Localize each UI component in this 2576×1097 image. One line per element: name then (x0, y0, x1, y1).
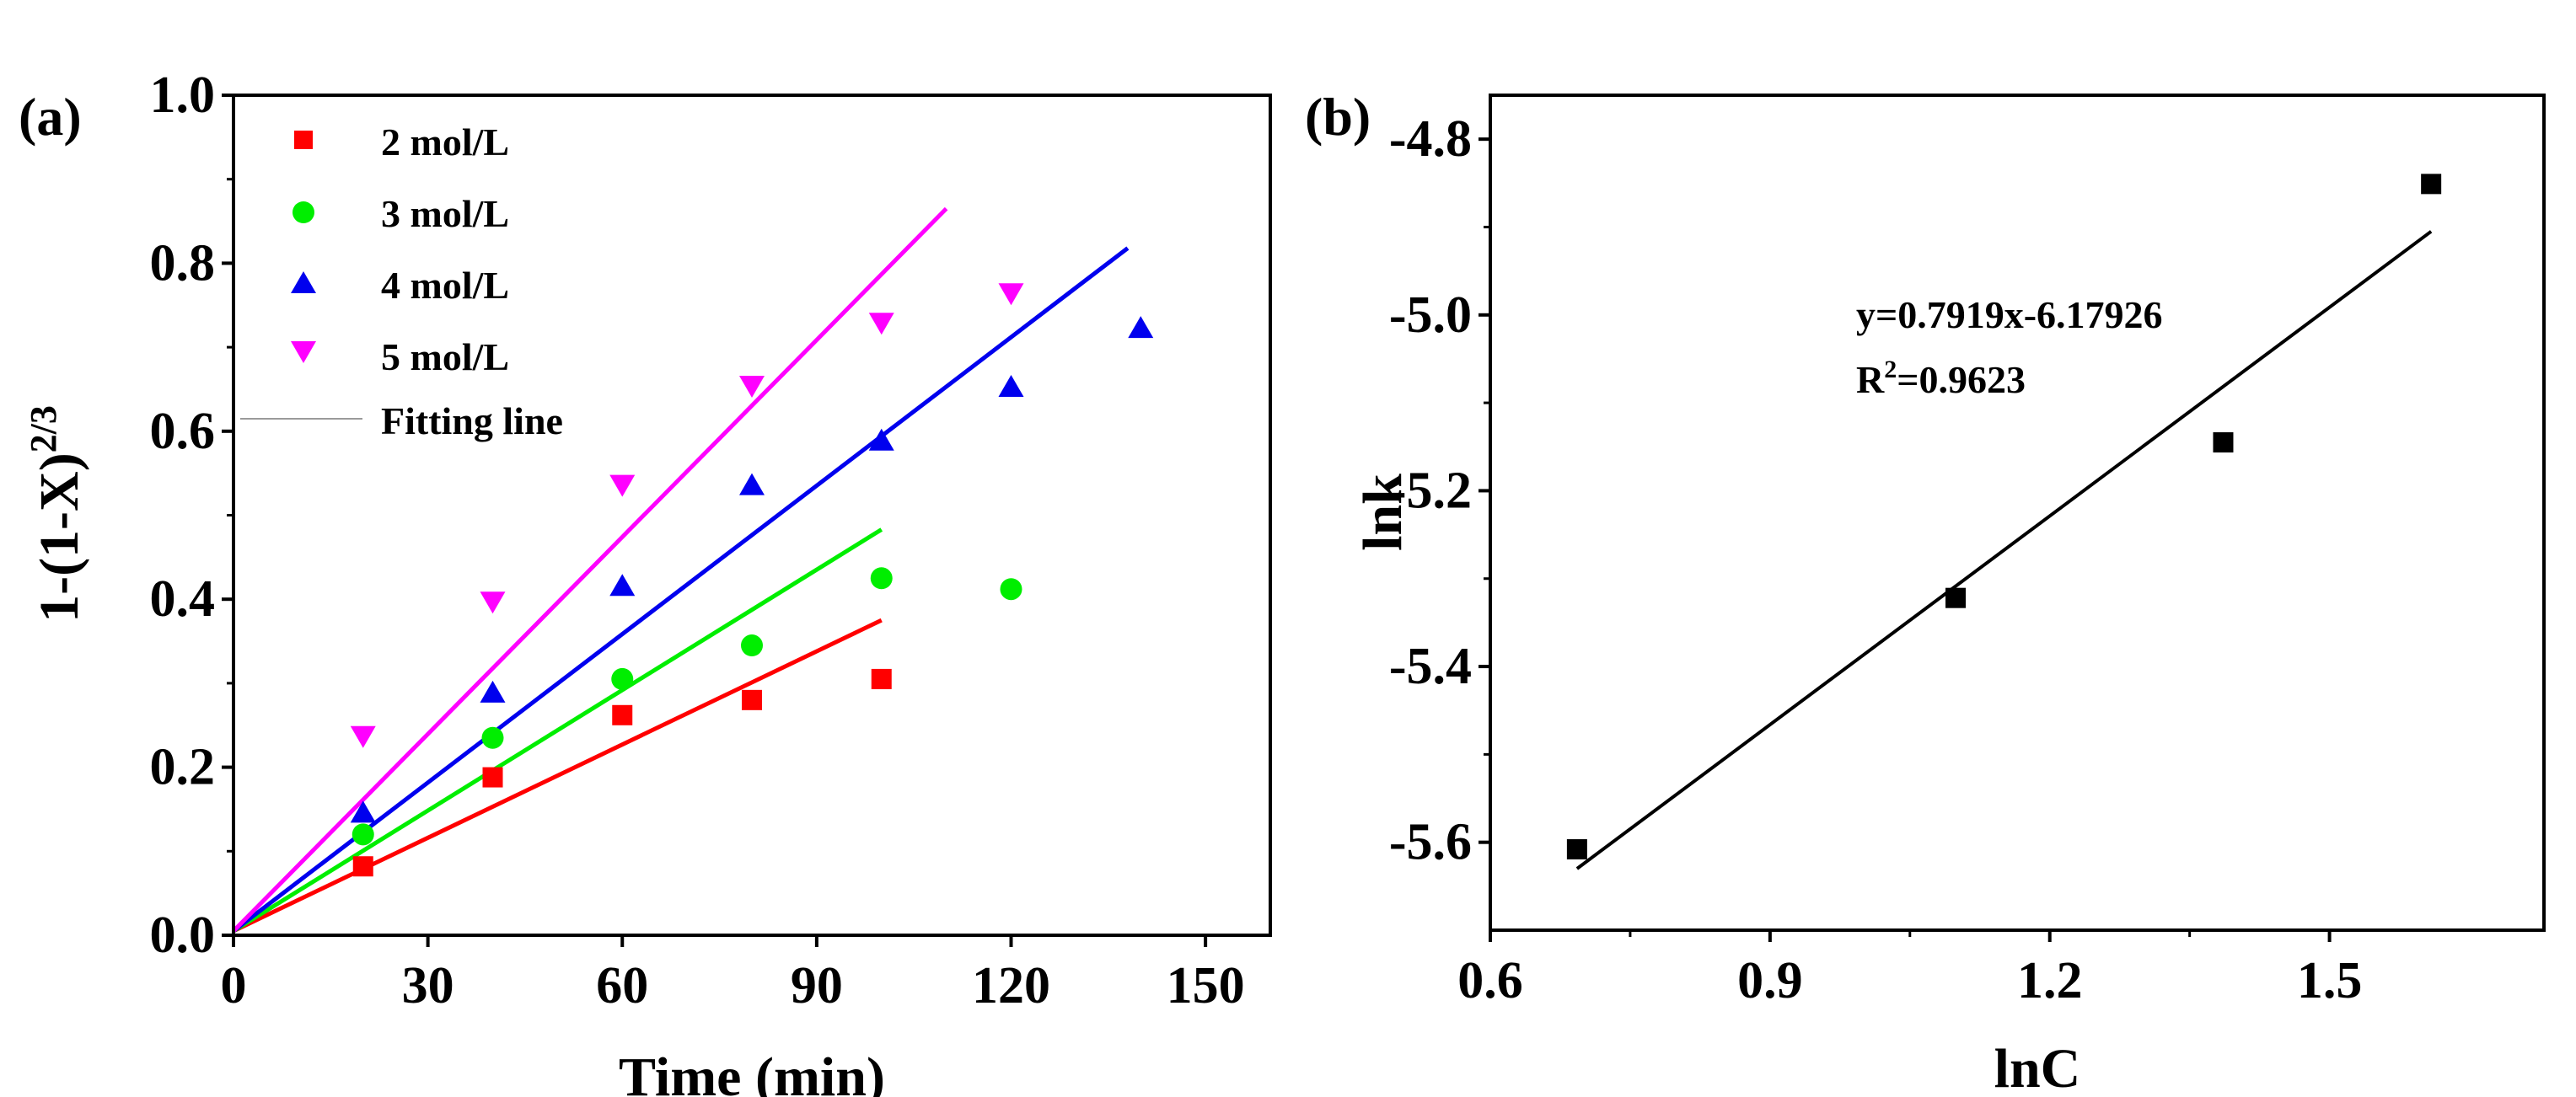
y-tick-label: -5.4 (1389, 638, 1472, 695)
legend-label-4mol: 4 mol/L (381, 264, 509, 307)
data-point (870, 567, 893, 590)
x-tick-label: 0 (221, 957, 247, 1014)
data-point (609, 574, 636, 597)
fit-line (232, 527, 883, 934)
data-point (2213, 432, 2234, 453)
data-point (350, 725, 376, 748)
fit-line (232, 246, 1130, 934)
fit-line (232, 618, 883, 934)
legend-marker-3mol (292, 201, 314, 223)
data-point (998, 374, 1024, 397)
data-point (1566, 839, 1587, 860)
legend-label-2mol: 2 mol/L (381, 120, 509, 163)
data-point (739, 473, 765, 495)
data-point (742, 689, 762, 710)
y-tick-label: -5.0 (1389, 286, 1472, 344)
data-point (741, 634, 763, 657)
x-tick-label: 0.6 (1457, 952, 1523, 1009)
panel-b: (b) 0.6 0.9 1.2 1.5 -4.8 -5.0 -5.2 -5.4 -5.6 y=0… (1305, 87, 2546, 1097)
legend-marker-5mol (291, 341, 316, 363)
regression-r-squared: R2=0.9623 (1856, 356, 2026, 401)
panel-b-data-points (1566, 174, 2442, 860)
data-point (482, 767, 503, 788)
legend-label-5mol: 5 mol/L (381, 335, 509, 378)
data-point (350, 800, 376, 823)
data-point (480, 680, 506, 703)
fit-line (232, 206, 948, 933)
x-tick-label: 90 (791, 957, 843, 1014)
legend-marker-2mol (294, 131, 313, 149)
data-point (611, 667, 634, 690)
panel-a-ticks: 0 30 60 90 120 150 0.0 0.2 0.4 0.6 0.8 1.0 (150, 67, 1245, 1014)
y-tick-label: -5.2 (1389, 462, 1472, 519)
data-point (998, 283, 1024, 306)
x-tick-label: 1.2 (2017, 952, 2083, 1009)
x-tick-label: 150 (1167, 957, 1245, 1014)
legend-label-fitting-line: Fitting line (381, 399, 563, 442)
panel-a-y-axis-title: 1-(1-X)2/3 (23, 405, 90, 623)
panel-b-plot-frame (1489, 94, 2546, 932)
data-point (739, 375, 765, 398)
regression-equation: y=0.7919x-6.17926 (1856, 293, 2163, 336)
x-tick-label: 60 (596, 957, 648, 1014)
y-tick-label: 0.2 (150, 739, 216, 796)
x-tick-label: 0.9 (1737, 952, 1803, 1009)
y-tick-label: 1.0 (150, 67, 216, 124)
panel-b-label: (b) (1305, 87, 1371, 147)
y-tick-label: -5.6 (1389, 814, 1472, 871)
panel-a-x-axis-title: Time (min) (619, 1046, 885, 1097)
panel-a-plot-frame (232, 94, 1272, 937)
fit-line (1575, 230, 2433, 870)
panel-b-fit-line (1575, 230, 2433, 870)
x-tick-label: 30 (402, 957, 454, 1014)
x-tick-label: 1.5 (2297, 952, 2363, 1009)
data-point (868, 428, 894, 451)
panel-b-x-axis-title: lnC (1994, 1038, 2081, 1097)
data-point (1128, 316, 1154, 339)
data-point (2421, 174, 2442, 195)
data-point (871, 668, 892, 689)
x-tick-label: 120 (972, 957, 1050, 1014)
panel-a-label: (a) (19, 87, 82, 147)
data-point (480, 591, 506, 614)
data-point (612, 704, 633, 725)
y-tick-label: -4.8 (1389, 110, 1472, 168)
legend-marker-4mol (291, 271, 316, 293)
y-tick-label: 0.0 (150, 907, 216, 964)
legend-label-3mol: 3 mol/L (381, 192, 509, 235)
panel-a: (a) 0 30 60 90 120 150 0.0 0.2 0.4 0.6 0.8 1.0 2 mo… (19, 67, 1272, 1097)
data-point (1000, 578, 1022, 601)
data-point (868, 313, 894, 335)
data-point (352, 856, 373, 877)
y-tick-label: 0.4 (150, 570, 216, 628)
panel-b-y-axis-title: lnk (1352, 474, 1414, 551)
panel-b-ticks: 0.6 0.9 1.2 1.5 -4.8 -5.0 -5.2 -5.4 -5.6 (1389, 110, 2362, 1009)
panel-a-legend: 2 mol/L 3 mol/L 4 mol/L 5 mol/L Fitting … (240, 120, 563, 442)
panel-a-fit-lines (232, 206, 1130, 934)
panel-a-data-points (350, 283, 1154, 877)
y-tick-label: 0.8 (150, 234, 216, 292)
data-point (481, 726, 504, 749)
data-point (352, 823, 374, 846)
data-point (609, 474, 636, 497)
y-tick-label: 0.6 (150, 403, 216, 460)
data-point (1945, 587, 1966, 608)
